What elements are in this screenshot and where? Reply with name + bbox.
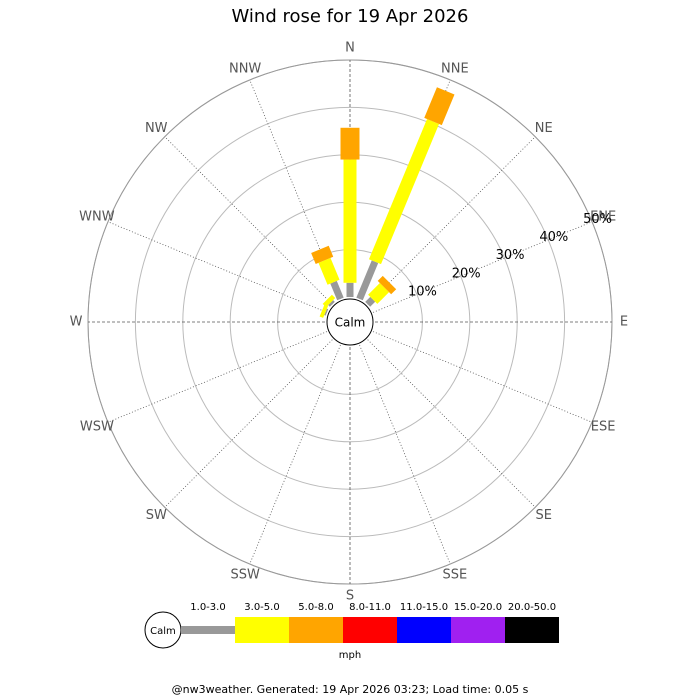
unit-label: mph <box>339 650 361 661</box>
direction-label: NNE <box>441 61 469 76</box>
bar-segment <box>368 282 390 304</box>
legend-label: 11.0-15.0 <box>400 602 448 613</box>
bar-segment <box>328 300 335 307</box>
direction-label: WSW <box>80 419 114 434</box>
direction-label: WNW <box>79 210 115 225</box>
legend-swatch <box>343 617 397 643</box>
bar-segment <box>322 294 336 308</box>
calm-label: Calm <box>335 316 366 330</box>
spoke <box>372 331 593 423</box>
direction-label: SW <box>146 508 167 523</box>
legend-swatch <box>181 626 235 634</box>
legend-swatch <box>451 617 505 643</box>
bar-segment <box>319 304 329 318</box>
spoke <box>367 136 536 305</box>
spoke <box>164 136 333 305</box>
legend-swatch <box>397 617 451 643</box>
legend-swatch <box>289 617 343 643</box>
spoke <box>367 339 536 508</box>
direction-label: E <box>620 315 628 330</box>
spoke <box>372 221 593 313</box>
direction-label: S <box>346 589 354 604</box>
legend-swatch <box>505 617 559 643</box>
bar-segment <box>346 282 354 297</box>
ring-label: 20% <box>452 266 481 281</box>
legend-label: 3.0-5.0 <box>244 602 279 613</box>
bar-segment <box>340 127 360 160</box>
legend-label: 8.0-11.0 <box>349 602 391 613</box>
legend-label: 5.0-8.0 <box>298 602 333 613</box>
bar-segment <box>330 280 344 301</box>
direction-label: SSW <box>230 568 260 583</box>
direction-label: N <box>345 41 355 56</box>
direction-label: NNW <box>229 61 261 76</box>
direction-label: SE <box>536 508 552 523</box>
direction-label: NE <box>535 121 553 136</box>
legend-swatch <box>235 617 289 643</box>
bar-segment <box>377 275 397 295</box>
ring-label: 10% <box>408 284 437 299</box>
legend-label: 1.0-3.0 <box>190 602 225 613</box>
spoke <box>249 344 341 565</box>
bar-segment <box>368 119 440 265</box>
spoke <box>359 344 451 565</box>
bar-segment <box>324 308 329 316</box>
calm-circle <box>326 298 374 346</box>
spoke <box>107 331 328 423</box>
bar-segment <box>311 245 334 265</box>
spoke <box>164 339 333 508</box>
footer: @nw3weather. Generated: 19 Apr 2026 03:2… <box>172 683 529 696</box>
direction-label: SSE <box>442 568 467 583</box>
direction-label: ENE <box>590 210 616 225</box>
spoke <box>107 221 328 313</box>
bar-segment <box>343 159 357 283</box>
legend-calm-label: Calm <box>150 626 176 637</box>
ring-label: 50% <box>583 212 612 227</box>
bar-segment <box>318 257 340 285</box>
bar-segment <box>356 260 379 301</box>
legend-label: 20.0-50.0 <box>508 602 556 613</box>
bar-segment <box>424 87 455 126</box>
direction-label: ESE <box>591 419 616 434</box>
direction-label: W <box>70 315 83 330</box>
grid-ring <box>134 106 566 538</box>
direction-label: NW <box>145 121 168 136</box>
ring-label: 30% <box>496 248 525 263</box>
bar-segment <box>365 296 376 307</box>
ring-label: 40% <box>539 230 568 245</box>
chart-title: Wind rose for 19 Apr 2026 <box>232 6 469 27</box>
legend-label: 15.0-20.0 <box>454 602 502 613</box>
